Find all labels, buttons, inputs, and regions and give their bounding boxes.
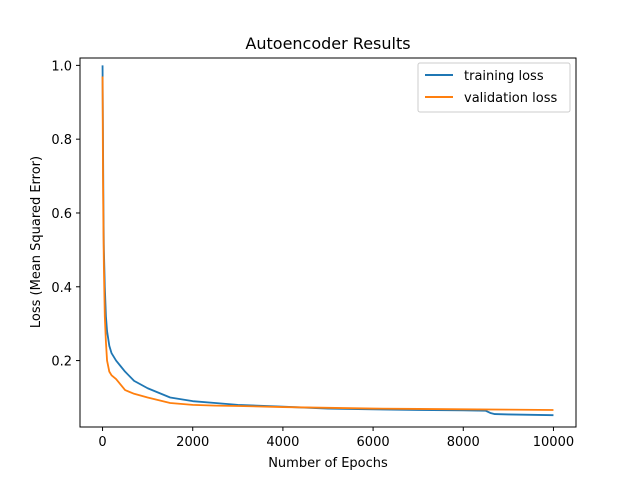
series-layer [101,65,554,417]
x-axis: 0 2000 4000 6000 8000 10000 [98,427,574,450]
y-tick-label: 0.2 [51,355,72,370]
chart-title: Autoencoder Results [245,34,410,53]
x-tick-label: 8000 [447,435,480,450]
x-axis-label: Number of Epochs [268,456,388,471]
y-axis: 0.2 0.4 0.6 0.8 1.0 [51,59,80,370]
y-axis-label: Loss (Mean Squared Error) [29,156,44,328]
legend: training loss validation loss [417,62,571,113]
legend-label-training-loss: training loss [464,69,544,84]
axes-frame [79,57,577,428]
x-tick-label: 2000 [176,435,209,450]
x-tick-label: 6000 [357,435,390,450]
legend-label-validation-loss: validation loss [464,91,557,106]
x-tick-label: 4000 [266,435,299,450]
series-line-training-loss [101,65,554,417]
legend-frame [417,62,571,113]
y-tick-label: 0.4 [51,281,72,296]
x-tick-label: 0 [98,435,106,450]
series-line-validation-loss [101,76,554,411]
y-tick-label: 0.8 [51,133,72,148]
y-tick-label: 0.6 [51,207,72,222]
y-tick-label: 1.0 [51,59,72,74]
x-tick-label: 10000 [533,435,574,450]
